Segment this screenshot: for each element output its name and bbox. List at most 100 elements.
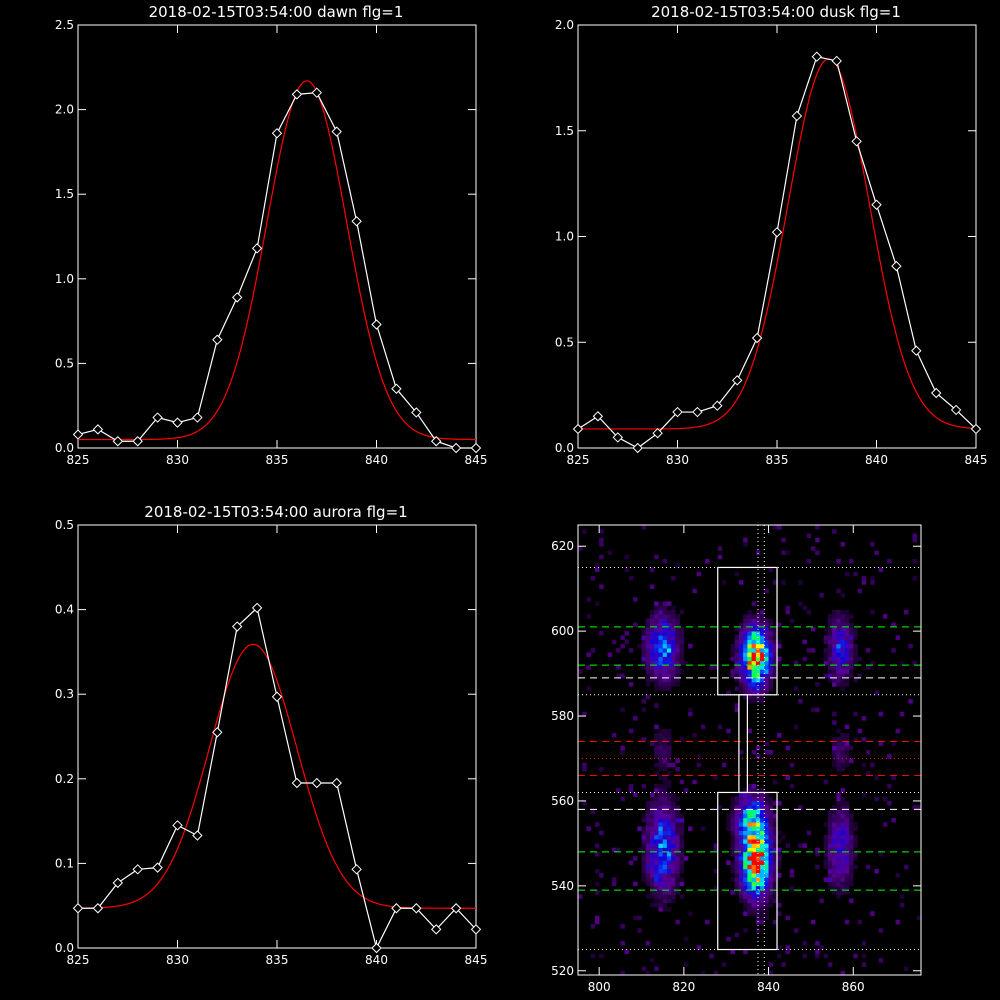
heatmap-cell [662,885,668,891]
heatmap-cell [832,677,837,683]
heatmap-cell [751,851,757,857]
heatmap-cell [666,635,672,640]
heatmap-cell [654,626,659,632]
heatmap-cell [768,885,774,891]
heatmap-cell [768,856,774,861]
heatmap-cell [836,826,841,831]
heatmap-cell [823,656,829,662]
heatmap-cell [649,656,655,662]
heatmap-cell [777,639,782,645]
heatmap-cell [908,699,913,704]
heatmap-cell [679,639,685,645]
heatmap-cell [793,724,799,730]
heatmap-cell [785,949,791,955]
heatmap-cell [624,639,630,645]
heatmap-cell [666,639,672,645]
heatmap-cell [844,813,850,819]
heatmap-cell [760,643,765,649]
heatmap-cell [840,643,846,649]
heatmap-cell [751,877,757,882]
heatmap-cell [768,673,774,679]
heatmap-cell [658,856,663,861]
heatmap-cell [768,822,774,827]
heatmap-cell [861,792,867,797]
heatmap-cell [849,851,854,857]
heatmap-cell [760,686,765,691]
heatmap-cell [844,639,850,645]
heatmap-cell [679,813,685,819]
heatmap-cell [679,894,685,899]
heatmap-cell [747,682,752,687]
heatmap-cell [743,682,748,687]
heatmap-cell [747,822,752,827]
heatmap-cell [836,609,841,615]
heatmap-cell [827,851,833,857]
heatmap-cell [777,953,782,959]
heatmap-cell [649,851,655,857]
heatmap-cell [823,834,829,840]
heatmap-cell [760,796,765,802]
heatmap-cell [645,648,651,653]
heatmap-cell [840,809,846,814]
heatmap-cell [666,758,672,764]
heatmap-cell [844,614,850,619]
heatmap-cell [679,843,685,848]
heatmap-cell [658,622,663,628]
heatmap-cell [662,796,668,802]
heatmap-cell [751,682,757,687]
heatmap-cell [768,567,774,572]
heatmap-cell [654,800,659,806]
heatmap-cell [734,932,740,938]
heatmap-cell [658,728,663,734]
heatmap-cell [755,622,761,628]
heatmap-cell [726,817,731,823]
heatmap-cell [751,783,757,789]
heatmap-cell [827,826,833,831]
heatmap-cell [747,834,752,840]
heatmap-cell [836,860,841,865]
heatmap-cell [844,750,850,755]
heatmap-cell [768,847,774,853]
heatmap-cell [840,652,846,657]
heatmap-cell [857,919,863,925]
heatmap-cell [832,847,837,853]
heatmap-cell [649,648,655,653]
heatmap-cell [827,622,833,628]
heatmap-cell [666,626,672,632]
heatmap-cell [751,694,757,700]
heatmap-cell [840,669,846,674]
heatmap-cell [582,766,587,772]
heatmap-cell [666,652,672,657]
heatmap-cell [662,745,668,751]
heatmap-cell [768,635,774,640]
heatmap-cell [899,894,905,899]
heatmap-cell [658,682,663,687]
heatmap-cell [840,868,846,874]
heatmap-cell [849,822,854,827]
heatmap-cell [827,809,833,814]
heatmap-cell [772,877,778,882]
heatmap-cell [849,622,854,628]
heatmap-cell [764,890,769,895]
heatmap-cell [734,673,740,679]
heatmap-cell [641,737,647,742]
heatmap-cell [755,618,761,623]
heatmap-cell [671,881,676,887]
heatmap-cell [823,673,829,679]
heatmap-cell [760,699,765,704]
heatmap-cell [743,949,748,955]
heatmap-cell [679,877,685,882]
heatmap-cell [772,669,778,674]
heatmap-cell [738,834,744,840]
heatmap-cell [751,618,757,623]
heatmap-cell [849,817,854,823]
heatmap-cell [671,614,676,619]
heatmap-cell [641,813,647,819]
heatmap-cell [713,843,719,848]
heatmap-cell [840,733,846,738]
heatmap-cell [747,868,752,874]
heatmap-cell [743,792,748,797]
aurora-data-line [78,606,477,950]
heatmap-cell [777,643,782,649]
heatmap-cell [810,919,816,925]
